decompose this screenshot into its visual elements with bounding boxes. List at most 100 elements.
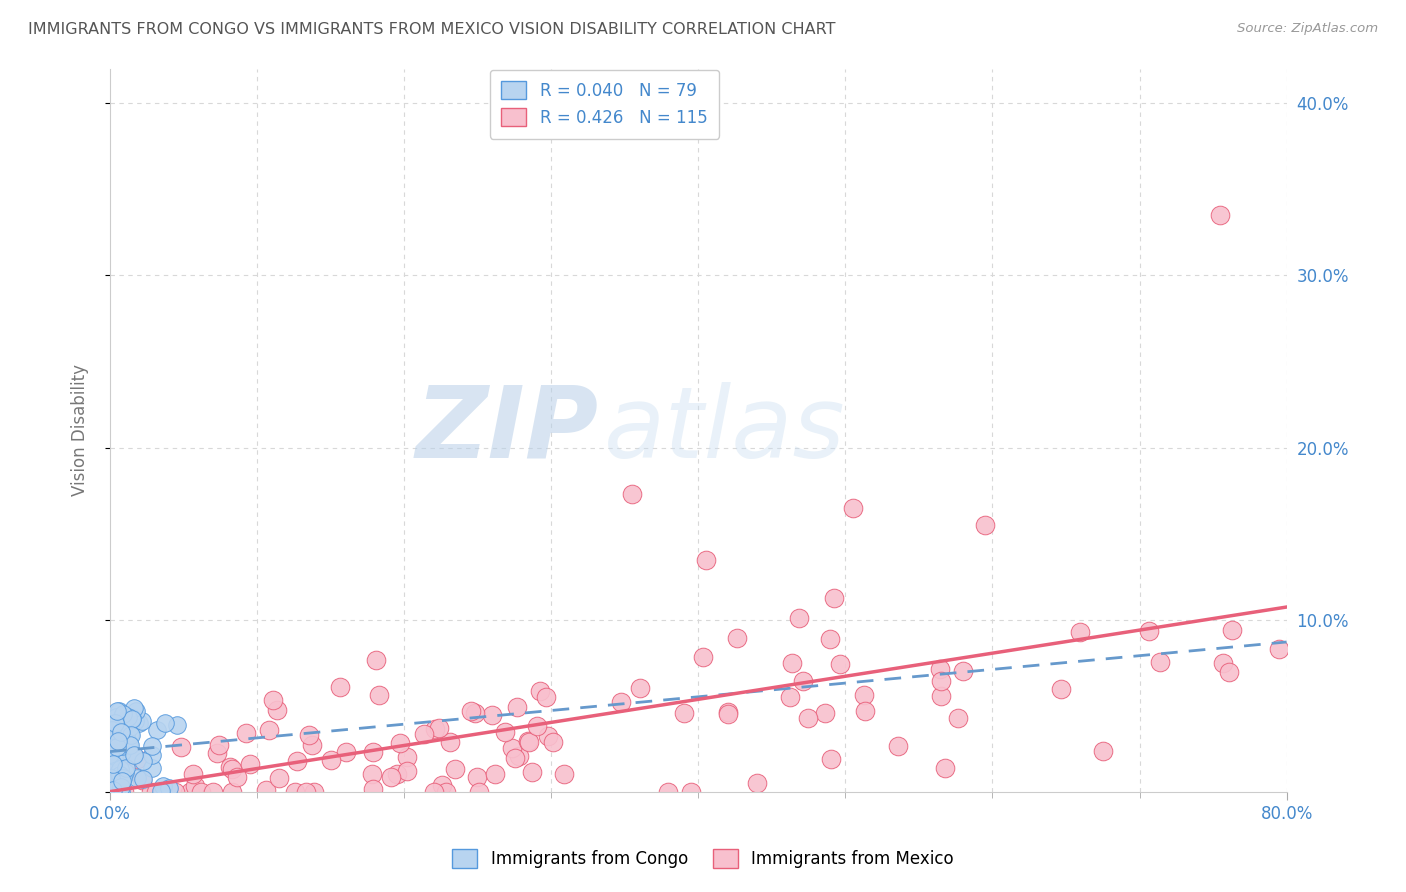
Point xyxy=(692,650,714,665)
Point xyxy=(108,768,131,782)
Point xyxy=(104,785,127,799)
Point xyxy=(779,690,801,705)
Point xyxy=(235,726,257,740)
Y-axis label: Vision Disability: Vision Disability xyxy=(72,365,89,497)
Point xyxy=(541,735,564,749)
Point xyxy=(221,762,243,776)
Point xyxy=(107,766,129,780)
Point xyxy=(219,760,242,774)
Point xyxy=(929,690,952,704)
Point xyxy=(150,784,173,798)
Legend: Immigrants from Congo, Immigrants from Mexico: Immigrants from Congo, Immigrants from M… xyxy=(446,843,960,875)
Point xyxy=(520,765,543,780)
Point xyxy=(107,771,129,785)
Point xyxy=(120,728,142,742)
Point xyxy=(468,785,491,799)
Point xyxy=(112,716,135,731)
Point xyxy=(425,722,447,736)
Point xyxy=(141,748,163,763)
Point xyxy=(887,739,910,753)
Point xyxy=(117,746,139,760)
Point xyxy=(110,749,132,764)
Point xyxy=(672,706,695,721)
Point xyxy=(717,706,740,721)
Point xyxy=(100,746,122,760)
Point xyxy=(181,767,204,781)
Point xyxy=(484,766,506,780)
Point xyxy=(115,761,138,775)
Point xyxy=(122,748,145,763)
Point xyxy=(526,719,548,733)
Point xyxy=(529,684,551,698)
Point xyxy=(267,771,290,785)
Point xyxy=(434,785,457,799)
Point xyxy=(681,785,703,799)
Point xyxy=(395,764,418,778)
Point xyxy=(1209,208,1232,222)
Point xyxy=(105,740,128,755)
Point xyxy=(385,767,408,781)
Point xyxy=(103,744,125,758)
Point xyxy=(818,632,841,647)
Point xyxy=(152,785,174,799)
Point xyxy=(100,772,122,787)
Point xyxy=(465,770,488,784)
Point xyxy=(110,773,132,788)
Point xyxy=(1212,656,1234,670)
Point xyxy=(124,714,146,729)
Point xyxy=(110,739,132,753)
Point xyxy=(481,707,503,722)
Point xyxy=(103,749,125,764)
Point xyxy=(120,727,142,741)
Point xyxy=(298,728,321,742)
Point xyxy=(104,729,127,743)
Point xyxy=(395,750,418,764)
Point xyxy=(208,738,231,752)
Point xyxy=(792,673,814,688)
Legend: R = 0.040   N = 79, R = 0.426   N = 115: R = 0.040 N = 79, R = 0.426 N = 115 xyxy=(489,70,718,138)
Point xyxy=(262,693,284,707)
Point xyxy=(501,741,523,756)
Point xyxy=(657,785,679,799)
Point xyxy=(179,785,201,799)
Point xyxy=(239,756,262,771)
Point xyxy=(105,782,128,797)
Text: Source: ZipAtlas.com: Source: ZipAtlas.com xyxy=(1237,22,1378,36)
Point xyxy=(100,759,122,773)
Point xyxy=(460,704,482,718)
Point xyxy=(141,739,163,754)
Point xyxy=(118,720,141,734)
Point xyxy=(105,710,128,724)
Point xyxy=(505,751,527,765)
Point xyxy=(283,785,305,799)
Point xyxy=(745,776,768,790)
Point xyxy=(361,745,384,759)
Point xyxy=(120,738,142,752)
Point xyxy=(205,746,228,760)
Point xyxy=(361,782,384,797)
Point xyxy=(201,785,224,799)
Point xyxy=(115,729,138,743)
Point xyxy=(153,715,176,730)
Point xyxy=(104,755,127,769)
Point xyxy=(506,699,529,714)
Point xyxy=(287,754,309,768)
Point xyxy=(146,723,169,738)
Point xyxy=(814,706,837,720)
Point xyxy=(118,736,141,750)
Point xyxy=(301,738,323,752)
Point xyxy=(111,708,134,723)
Point xyxy=(101,783,124,797)
Point xyxy=(852,688,875,702)
Point xyxy=(190,785,212,799)
Point xyxy=(104,718,127,732)
Point xyxy=(974,518,997,533)
Point xyxy=(112,715,135,730)
Point xyxy=(537,729,560,743)
Point xyxy=(1137,624,1160,638)
Point xyxy=(170,739,193,754)
Point xyxy=(508,748,530,763)
Point xyxy=(380,770,402,784)
Point xyxy=(107,732,129,747)
Point xyxy=(104,715,127,730)
